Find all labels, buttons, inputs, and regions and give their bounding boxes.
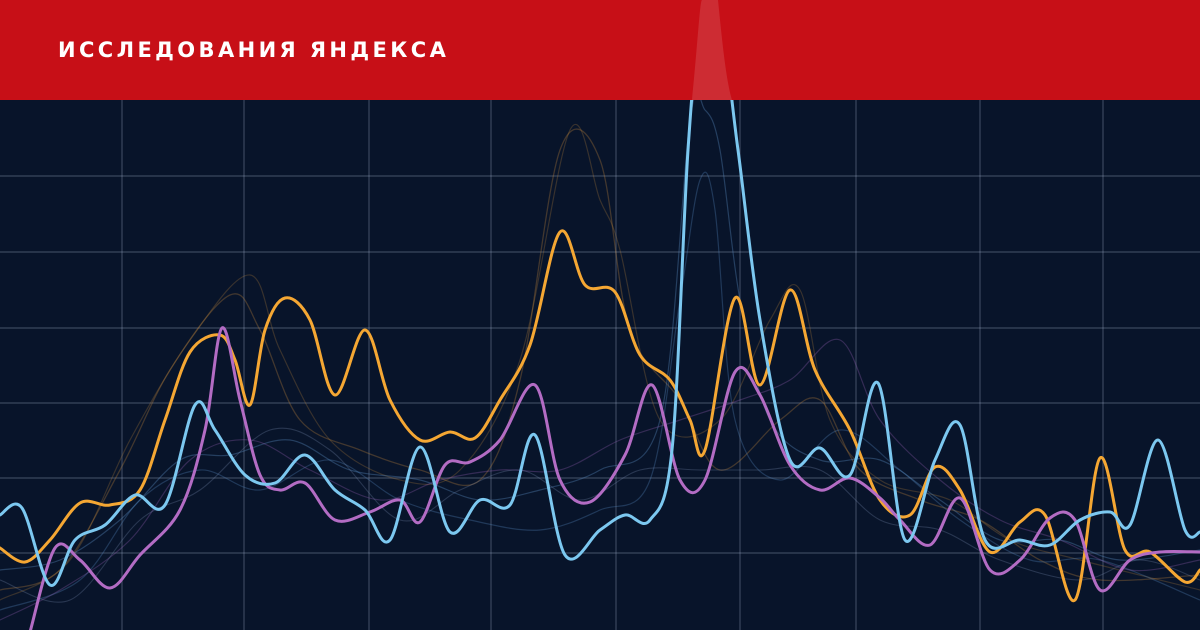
faint-wave [0,123,1200,601]
header-title: ИССЛЕДОВАНИЯ ЯНДЕКСА [58,38,449,62]
spike-glow [692,0,732,100]
faint-wave [0,427,1200,603]
header-bar [0,0,1200,100]
faint-wave [0,92,1200,571]
orange-wave [0,229,1200,602]
waves [0,24,1200,630]
purple-wave [28,326,1200,630]
blue-wave [0,24,1200,587]
grid [0,100,1200,630]
